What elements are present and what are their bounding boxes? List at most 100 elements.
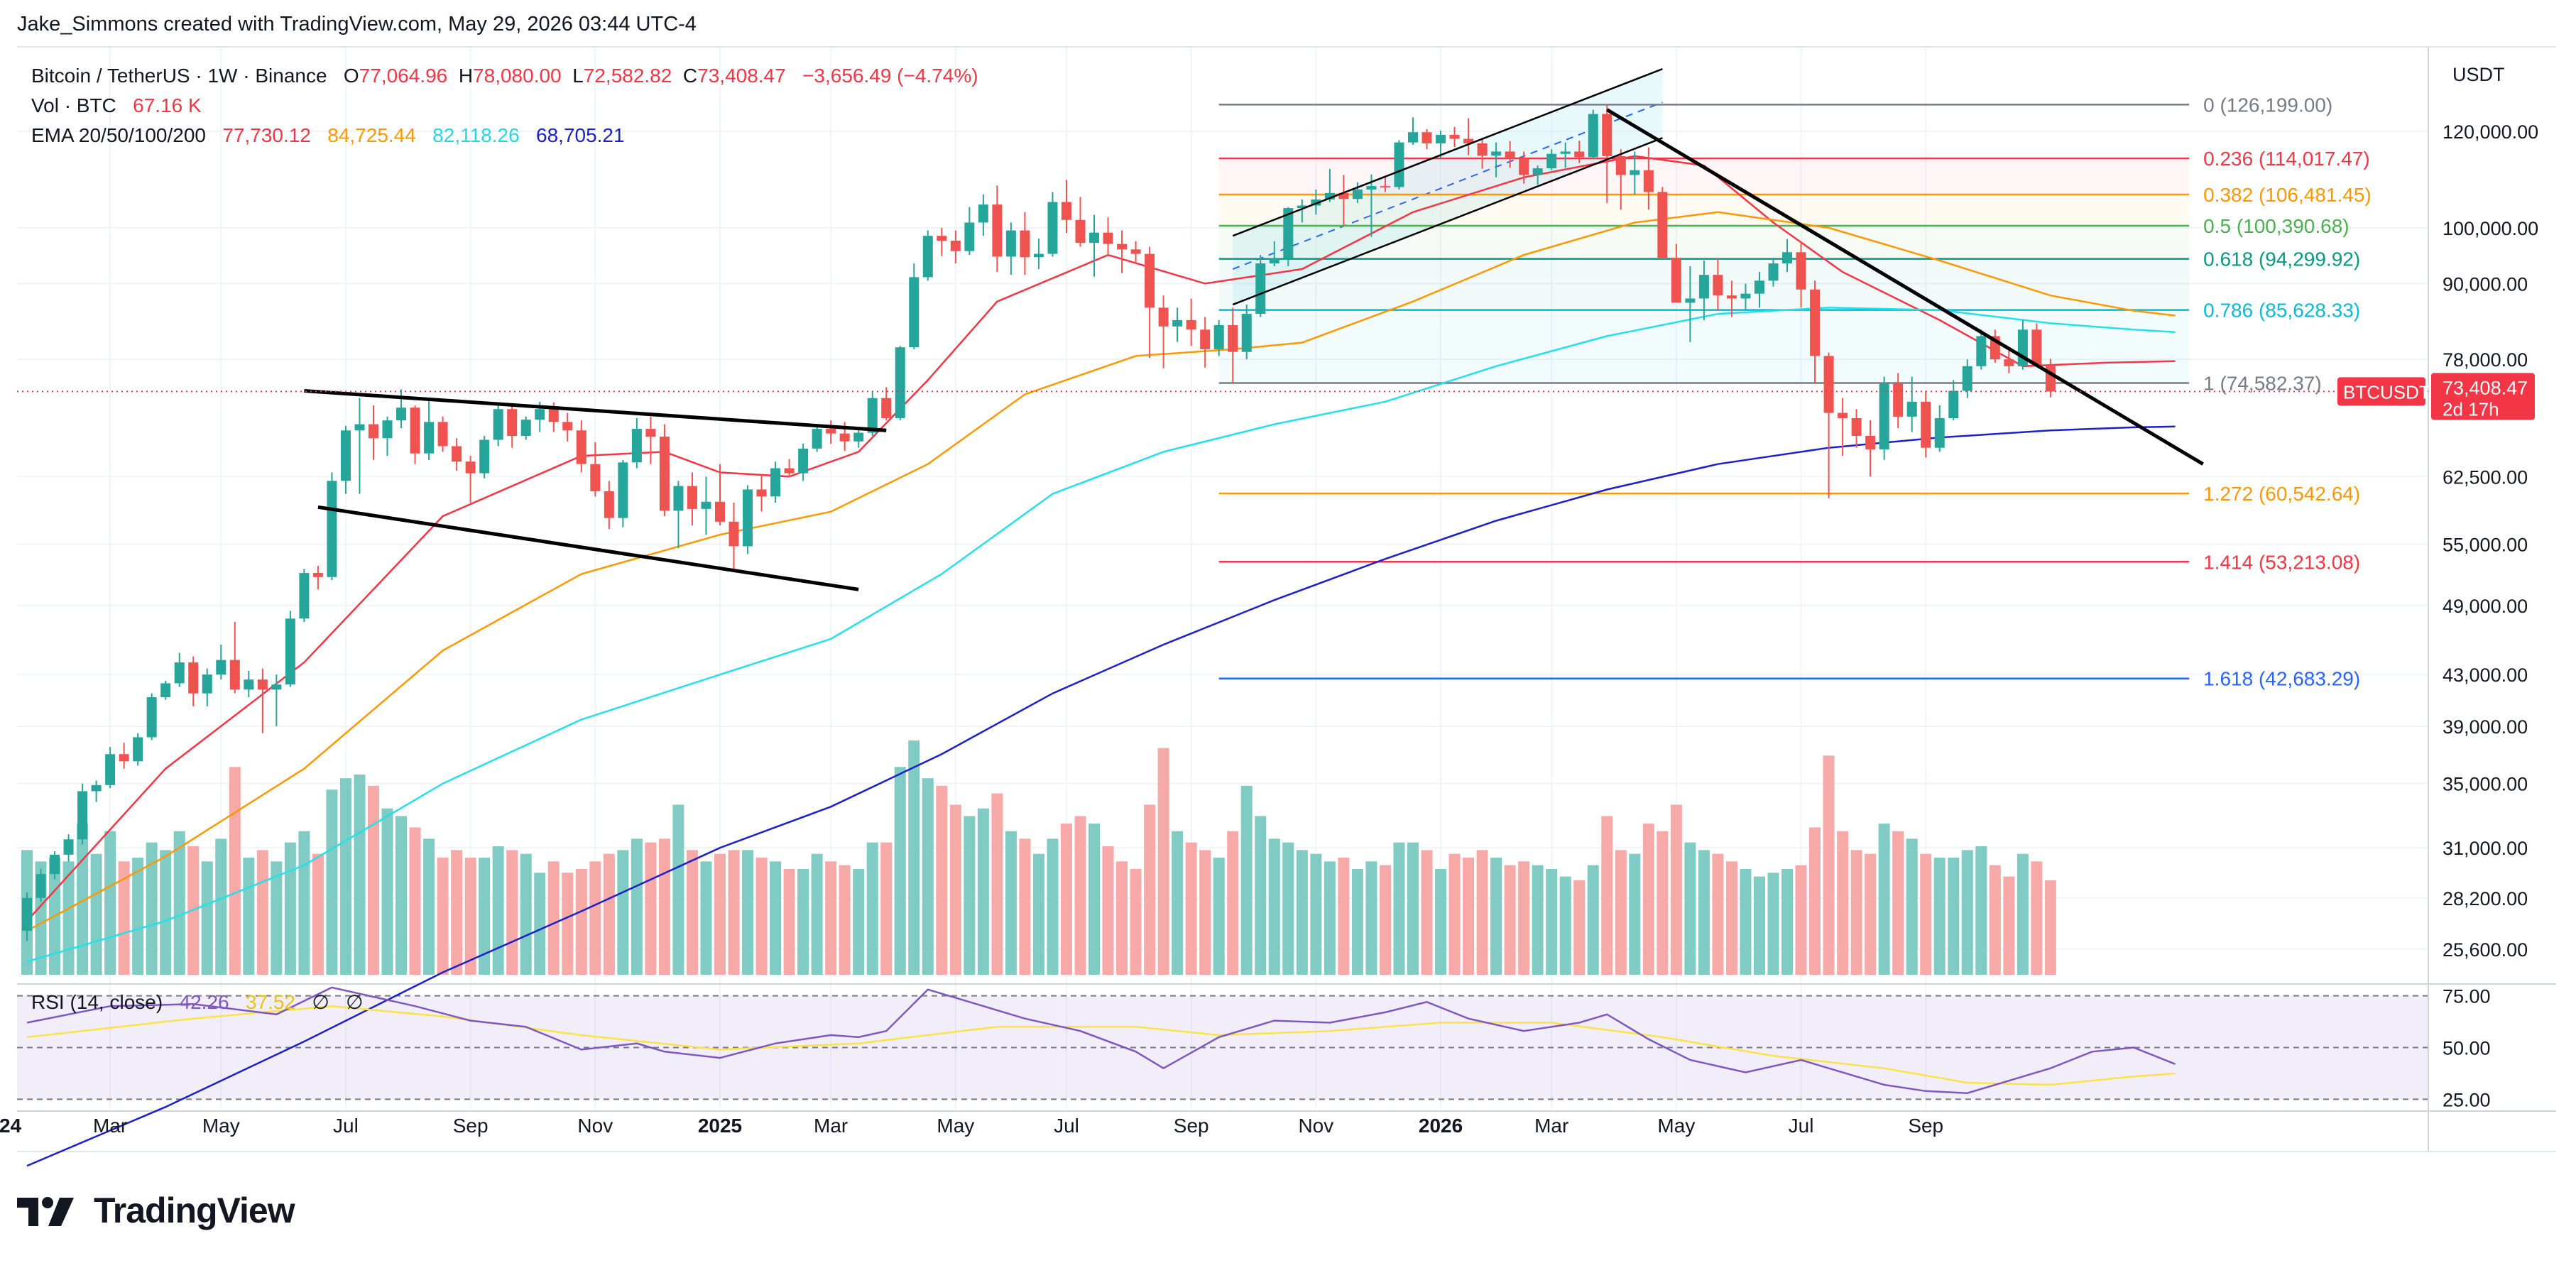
volume-bar (1282, 842, 1294, 975)
volume-bar (866, 842, 878, 975)
volume-bar (1532, 865, 1544, 975)
candle-body (1893, 383, 1904, 417)
price-axis-label: 120,000.00 (2443, 121, 2538, 143)
time-axis-label: Mar (814, 1115, 848, 1137)
volume-bar (1185, 842, 1197, 975)
candle-body (701, 501, 711, 509)
ema50-value: 84,725.44 (327, 124, 416, 146)
candle-body (1615, 155, 1626, 175)
low-label: L (572, 65, 584, 87)
trendline-flag-lower (317, 505, 859, 591)
volume-bar (1809, 827, 1821, 975)
candle-body (1463, 138, 1474, 143)
candle-body (105, 754, 116, 785)
candle-body (174, 662, 185, 684)
candle-body (798, 448, 809, 474)
volume-label: Vol · BTC (31, 94, 116, 116)
candle-body (1005, 230, 1016, 257)
candle-body (354, 424, 365, 431)
volume-bar (104, 831, 116, 975)
volume-bar (409, 827, 421, 975)
volume-bar (1740, 868, 1752, 975)
tradingview-logo[interactable]: TradingView (17, 1189, 295, 1232)
candle-body (728, 521, 739, 547)
time-axis-label: Mar (93, 1115, 127, 1137)
volume-bar (1061, 824, 1072, 975)
price-tag-symbol: BTCUSDT (2343, 381, 2430, 403)
symbol-row[interactable]: Bitcoin / TetherUS · 1W · Binance O77,06… (31, 61, 978, 91)
symbol-title[interactable]: Bitcoin / TetherUS · 1W · Binance (31, 65, 327, 87)
volume-bar (2003, 876, 2015, 975)
volume-bar (90, 853, 102, 975)
candle-body (1033, 253, 1044, 258)
volume-bar (1448, 853, 1461, 975)
volume-bar (617, 850, 629, 975)
volume-bar (728, 850, 740, 975)
currency-selector[interactable]: USDT (2452, 64, 2505, 85)
candle-body (1546, 153, 1557, 169)
volume-bar (1088, 824, 1101, 975)
volume-bar (1989, 865, 2001, 975)
ema-line (26, 307, 2176, 963)
candle-body (1823, 356, 1834, 413)
rsi-axis-label: 50.00 (2443, 1038, 2491, 1059)
candle-body (229, 660, 240, 690)
legend-panel: Bitcoin / TetherUS · 1W · Binance O77,06… (31, 61, 978, 151)
volume-bar (1642, 824, 1654, 975)
candle-body (493, 409, 503, 440)
candle-body (1241, 314, 1252, 352)
rsi-axis-label: 25.00 (2443, 1089, 2491, 1110)
volume-bar (1837, 831, 1849, 975)
candle-body (160, 683, 171, 698)
candle-body (133, 737, 143, 762)
time-axis: Nov2024MarMayJulSepNov2025MarMayJulSepNo… (0, 1115, 1943, 1137)
volume-bar (1005, 831, 1017, 975)
candle-body (1505, 151, 1515, 159)
candle-body (244, 679, 254, 690)
volume-bar (936, 785, 948, 975)
volume-bar (2031, 861, 2043, 975)
candle-body (1532, 168, 1543, 175)
candle-body (1172, 319, 1183, 327)
candle-body (1976, 336, 1987, 366)
close-label: C (682, 65, 698, 87)
candle-body (1796, 252, 1806, 290)
volume-bar (437, 858, 449, 975)
volume-bar (1393, 842, 1405, 975)
time-axis-label: 2025 (698, 1115, 742, 1137)
volume-bar (1240, 785, 1252, 975)
price-axis: 120,000.00 100,000.00 90,000.00 78,000.00 62… (2443, 121, 2538, 1110)
candle-body (1061, 202, 1071, 220)
candle-body (784, 468, 795, 474)
fib-band (1218, 225, 2190, 259)
volume-bar (201, 861, 213, 975)
candle-body (1421, 132, 1432, 143)
candle-body (1145, 253, 1155, 308)
candle-body (327, 481, 337, 577)
price-axis-label: 90,000.00 (2443, 273, 2528, 295)
price-axis-label: 100,000.00 (2443, 218, 2538, 239)
volume-bar (645, 842, 657, 975)
candle-body (645, 429, 656, 437)
candle-body (1754, 280, 1764, 294)
candle-body (1408, 132, 1418, 143)
tradingview-mark-icon (17, 1197, 74, 1226)
candle-body (1685, 298, 1696, 303)
volume-bar (1948, 858, 1960, 975)
volume-bar (243, 858, 255, 975)
rsi-legend[interactable]: RSI (14, close) 42.26 37.52 ∅ ∅ (31, 990, 363, 1014)
trendline-channel-lower (1232, 137, 1663, 306)
volume-bar (215, 838, 227, 975)
ema-row[interactable]: EMA 20/50/100/200 77,730.12 84,725.44 82… (31, 121, 978, 151)
candle-body (285, 618, 295, 685)
volume-bar (547, 861, 560, 975)
volume-bar (339, 778, 351, 975)
candle-body (1338, 192, 1349, 199)
volume-row[interactable]: Vol · BTC 67.16 K (31, 91, 978, 121)
time-axis-label: Mar (1534, 1115, 1568, 1137)
candle-body (396, 408, 407, 421)
volume-bar (298, 831, 310, 975)
volume-bar (464, 858, 476, 975)
